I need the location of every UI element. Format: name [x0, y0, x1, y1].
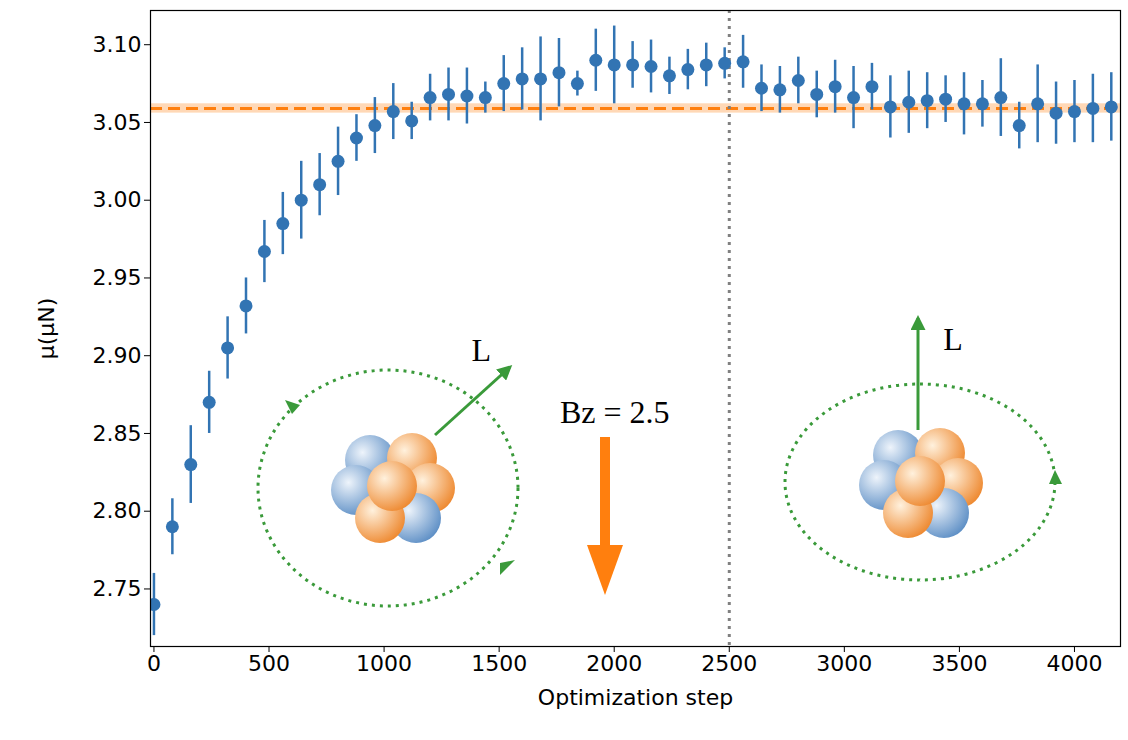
svg-text:3000: 3000 [816, 651, 872, 676]
svg-text:3.10: 3.10 [93, 32, 142, 57]
svg-text:2000: 2000 [586, 651, 642, 676]
svg-text:2.75: 2.75 [93, 576, 142, 601]
svg-text:3.05: 3.05 [93, 110, 142, 135]
svg-text:2.85: 2.85 [93, 421, 142, 446]
svg-text:2.95: 2.95 [93, 265, 142, 290]
svg-text:4000: 4000 [1046, 651, 1102, 676]
svg-text:3500: 3500 [931, 651, 987, 676]
svg-text:Optimization step: Optimization step [538, 685, 733, 710]
svg-text:500: 500 [248, 651, 290, 676]
svg-text:1500: 1500 [471, 651, 527, 676]
svg-text:3.00: 3.00 [93, 187, 142, 212]
svg-text:2.80: 2.80 [93, 498, 142, 523]
svg-text:L⃗: L⃗ [943, 321, 987, 357]
svg-text:L⃗: L⃗ [471, 332, 515, 368]
svg-text:μ(μN): μ(μN) [34, 298, 59, 360]
svg-text:Bz = 2.5: Bz = 2.5 [560, 394, 670, 430]
svg-text:0: 0 [147, 651, 161, 676]
svg-text:2500: 2500 [701, 651, 757, 676]
svg-text:1000: 1000 [356, 651, 412, 676]
svg-text:2.90: 2.90 [93, 343, 142, 368]
